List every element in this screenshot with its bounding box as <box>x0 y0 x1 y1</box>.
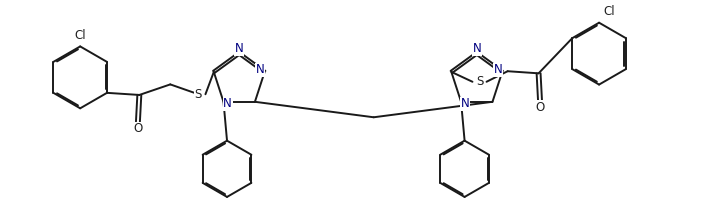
Text: O: O <box>133 122 142 135</box>
Text: N: N <box>473 42 481 55</box>
Text: Cl: Cl <box>604 5 615 19</box>
Text: N: N <box>493 63 503 76</box>
Text: S: S <box>476 75 483 88</box>
Text: N: N <box>223 97 232 110</box>
Text: N: N <box>461 97 470 110</box>
Text: N: N <box>235 42 243 55</box>
Text: O: O <box>536 101 545 114</box>
Text: Cl: Cl <box>74 29 86 42</box>
Text: N: N <box>256 63 265 76</box>
Text: S: S <box>195 88 202 101</box>
